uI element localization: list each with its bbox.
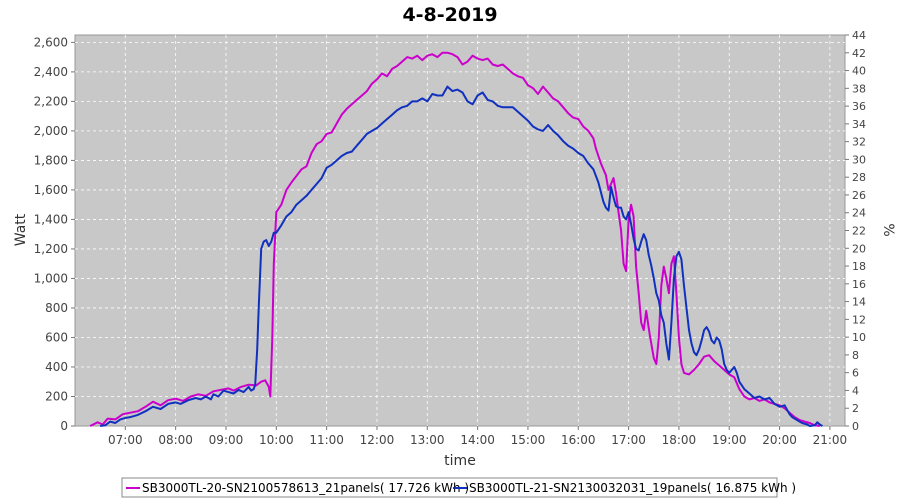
- y2-tick-label: 42: [852, 47, 866, 60]
- x-tick-label: 11:00: [309, 433, 344, 447]
- y2-tick-label: 28: [852, 171, 866, 184]
- x-tick-label: 10:00: [259, 433, 294, 447]
- x-axis: 07:00 08:00 09:00 10:00 11:00 12:00 13:00 14:00…: [108, 426, 847, 447]
- y2-tick-label: 0: [852, 420, 859, 433]
- y-tick-label: 1,800: [34, 153, 68, 167]
- y-tick-label: 1,600: [34, 183, 68, 197]
- y2-tick-label: 38: [852, 82, 866, 95]
- y2-tick-label: 34: [852, 118, 866, 131]
- y-tick-label: 800: [45, 301, 68, 315]
- x-tick-label: 14:00: [460, 433, 495, 447]
- y-tick-label: 0: [60, 419, 68, 433]
- y2-tick-label: 12: [852, 313, 866, 326]
- y2-tick-label: 40: [852, 65, 866, 78]
- x-tick-label: 15:00: [511, 433, 546, 447]
- y2-tick-label: 2: [852, 402, 859, 415]
- y-axis-left: 0 200 400 600 800 1,000 1,200 1,400 1,600 1,800 2,…: [34, 35, 75, 433]
- x-tick-label: 16:00: [561, 433, 596, 447]
- series-line-2: [100, 85, 823, 427]
- legend-entry-series-1: SB3000TL-20-SN2100578613_21panels( 17.72…: [142, 481, 469, 495]
- y2-tick-label: 6: [852, 367, 859, 380]
- legend-box: [121, 477, 778, 498]
- y2-tick-label: 32: [852, 136, 866, 149]
- plot-area: [74, 34, 846, 427]
- x-tick-label: 21:00: [813, 433, 848, 447]
- y2-tick-label: 24: [852, 207, 866, 220]
- y2-tick-label: 36: [852, 100, 866, 113]
- y2-tick-label: 14: [852, 296, 866, 309]
- x-tick-label: 13:00: [410, 433, 445, 447]
- x-tick-label: 09:00: [209, 433, 244, 447]
- y-tick-label: 1,200: [34, 242, 68, 256]
- y-tick-label: 200: [45, 389, 68, 403]
- series-line-1: [89, 51, 820, 427]
- y-tick-label: 2,400: [34, 65, 68, 79]
- y-axis-label: Watt: [13, 213, 29, 246]
- x-tick-label: 07:00: [108, 433, 143, 447]
- y-tick-label: 400: [45, 360, 68, 374]
- y2-tick-label: 26: [852, 189, 866, 202]
- y2-tick-label: 18: [852, 260, 866, 273]
- x-tick-label: 17:00: [611, 433, 646, 447]
- y2-tick-label: 22: [852, 225, 866, 238]
- x-tick-label: 12:00: [360, 433, 395, 447]
- y2-tick-label: 16: [852, 278, 866, 291]
- y2-tick-label: 4: [852, 384, 859, 397]
- y-axis-right: 0246810121416182022242628303234363840424…: [845, 29, 866, 433]
- y2-tick-label: 44: [852, 29, 866, 42]
- y2-tick-label: 10: [852, 331, 866, 344]
- legend: SB3000TL-20-SN2100578613_21panels( 17.72…: [121, 477, 796, 498]
- x-axis-label: time: [444, 453, 476, 469]
- y2-tick-label: 20: [852, 242, 866, 255]
- y-tick-label: 2,000: [34, 124, 68, 138]
- y2-tick-label: 8: [852, 349, 859, 362]
- x-tick-label: 19:00: [712, 433, 747, 447]
- y-tick-label: 2,600: [34, 35, 68, 49]
- x-tick-label: 20:00: [762, 433, 797, 447]
- x-tick-label: 18:00: [662, 433, 697, 447]
- y-tick-label: 600: [45, 330, 68, 344]
- y2-axis-label: %: [880, 223, 896, 236]
- y-tick-label: 2,200: [34, 94, 68, 108]
- y2-tick-label: 30: [852, 153, 866, 166]
- chart-title: 4-8-2019: [402, 4, 497, 26]
- x-tick-label: 08:00: [158, 433, 193, 447]
- legend-entry-series-2: SB3000TL-21-SN2130032031_19panels( 16.87…: [469, 481, 796, 495]
- grid-lines: [75, 35, 845, 426]
- series-layer: [89, 51, 823, 427]
- y-tick-label: 1,400: [34, 212, 68, 226]
- y-tick-label: 1,000: [34, 271, 68, 285]
